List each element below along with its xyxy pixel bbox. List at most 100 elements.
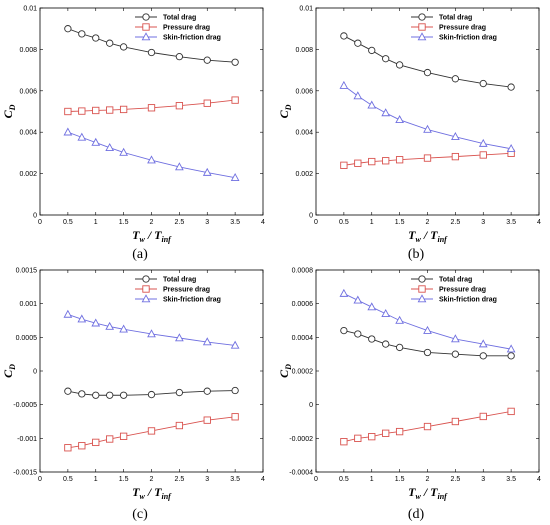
y-axis-label: CD bbox=[277, 364, 293, 378]
panel-caption: (a) bbox=[132, 247, 148, 262]
data-point bbox=[479, 412, 487, 421]
data-point bbox=[423, 348, 432, 357]
x-axis-label: Tw / Tinf bbox=[132, 228, 172, 244]
y-tick-label: 0.004 bbox=[19, 130, 37, 137]
data-point bbox=[78, 390, 86, 398]
data-point bbox=[63, 309, 73, 318]
legend-marker bbox=[418, 13, 426, 21]
x-tick-label: 4 bbox=[537, 219, 541, 226]
data-point bbox=[382, 429, 390, 437]
data-point bbox=[340, 32, 348, 40]
y-tick-label: -0.0004 bbox=[289, 470, 313, 477]
data-point bbox=[381, 309, 391, 318]
data-point bbox=[91, 137, 101, 146]
y-tick-label: 0.001 bbox=[19, 301, 37, 308]
data-point bbox=[119, 324, 128, 333]
data-point bbox=[92, 438, 100, 447]
x-tick-label: 3.5 bbox=[230, 219, 240, 226]
x-tick-label: 3 bbox=[481, 476, 485, 483]
y-tick-label: 0.002 bbox=[295, 171, 313, 178]
data-point bbox=[354, 434, 362, 442]
x-tick-label: 1.5 bbox=[119, 219, 129, 226]
data-point bbox=[91, 318, 101, 327]
x-axis-label: Tw / Tinf bbox=[408, 485, 448, 501]
plot-frame bbox=[315, 269, 540, 473]
data-point bbox=[92, 391, 100, 399]
y-tick-label: 0.006 bbox=[295, 88, 313, 95]
data-point bbox=[203, 99, 211, 107]
x-axis-label: Tw / Tinf bbox=[132, 485, 172, 501]
y-tick-label: 0 bbox=[309, 402, 313, 409]
data-point bbox=[78, 30, 86, 38]
data-point bbox=[354, 330, 362, 338]
data-point bbox=[147, 48, 156, 57]
data-point bbox=[175, 52, 184, 61]
data-point bbox=[231, 413, 239, 421]
legend-label: Pressure drag bbox=[163, 25, 210, 32]
legend-marker bbox=[417, 32, 427, 41]
legend-label: Skin-friction drag bbox=[163, 35, 221, 42]
x-tick-label: 2.5 bbox=[451, 476, 461, 483]
data-point bbox=[353, 295, 363, 304]
x-tick-label: 4 bbox=[261, 219, 265, 226]
data-point bbox=[78, 107, 86, 115]
x-tick-label: 0.5 bbox=[63, 476, 73, 483]
panel-caption: (b) bbox=[408, 247, 425, 262]
y-axis-label: CD bbox=[1, 104, 17, 118]
x-tick-label: 2.5 bbox=[175, 219, 185, 226]
data-point bbox=[382, 340, 390, 348]
data-point bbox=[92, 34, 100, 42]
panel-caption: (c) bbox=[132, 507, 148, 522]
data-point bbox=[230, 173, 240, 181]
y-tick-label: 0.002 bbox=[19, 171, 37, 178]
data-point bbox=[106, 391, 114, 399]
legend-marker bbox=[141, 294, 151, 303]
data-point bbox=[203, 387, 211, 395]
data-point bbox=[64, 107, 72, 116]
legend-marker bbox=[142, 13, 150, 21]
data-point bbox=[147, 427, 156, 435]
data-point bbox=[147, 329, 156, 338]
y-tick-label: 0.004 bbox=[295, 130, 313, 137]
data-point bbox=[147, 390, 156, 399]
data-point bbox=[105, 142, 115, 151]
legend-marker bbox=[142, 23, 150, 31]
chart-panel: 0 0.5 1 1.5 2 2.5 3 3.5 4 0 0.002 0.004 0.006 0.008 0.… bbox=[277, 6, 541, 263]
legend-label: Skin-friction drag bbox=[439, 35, 497, 42]
data-point bbox=[63, 127, 73, 136]
legend-label: Pressure drag bbox=[163, 287, 210, 294]
x-tick-label: 1.5 bbox=[119, 476, 129, 483]
legend-label: Total drag bbox=[439, 15, 472, 22]
x-tick-label: 1 bbox=[370, 476, 374, 483]
y-tick-label: 0.0004 bbox=[292, 335, 314, 342]
data-point bbox=[339, 80, 349, 89]
data-point bbox=[395, 61, 404, 69]
data-point bbox=[507, 83, 515, 91]
x-tick-label: 4 bbox=[537, 476, 541, 483]
legend-marker bbox=[418, 275, 426, 283]
x-tick-label: 0.5 bbox=[339, 219, 349, 226]
data-point bbox=[105, 321, 115, 330]
data-point bbox=[506, 144, 516, 153]
x-tick-label: 0.5 bbox=[63, 219, 73, 226]
y-tick-label: 0 bbox=[309, 213, 313, 220]
x-tick-label: 1 bbox=[94, 219, 98, 226]
chart-panel: 0 0.5 1 1.5 2 2.5 3 3.5 4 -0.0004 -0.0002 0 0.0002 0.… bbox=[277, 268, 541, 523]
legend-marker bbox=[418, 285, 426, 293]
chart-panel: 0 0.5 1 1.5 2 2.5 3 3.5 4 -0.0015 -0.001 -0.0005 0 0.… bbox=[1, 268, 265, 523]
legend-label: Skin-friction drag bbox=[163, 297, 221, 304]
data-point bbox=[119, 147, 128, 156]
data-point bbox=[175, 102, 184, 110]
data-point bbox=[381, 108, 391, 117]
x-tick-label: 1.5 bbox=[395, 476, 405, 483]
y-axis-label: CD bbox=[277, 104, 293, 118]
data-point bbox=[423, 68, 432, 77]
data-point bbox=[451, 132, 460, 141]
x-tick-label: 1.5 bbox=[395, 219, 405, 226]
data-point bbox=[451, 350, 460, 358]
x-tick-label: 0 bbox=[314, 476, 318, 483]
data-point bbox=[395, 156, 404, 164]
data-point bbox=[423, 154, 432, 162]
data-point bbox=[479, 151, 487, 159]
legend-marker bbox=[418, 23, 426, 31]
